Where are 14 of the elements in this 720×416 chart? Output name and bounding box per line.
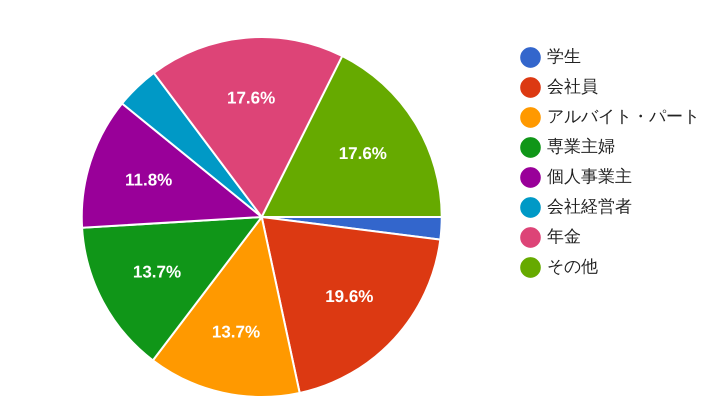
data-label: 13.7% [132, 262, 182, 282]
legend-label: アルバイト・パート [547, 106, 700, 127]
legend-label: その他 [547, 256, 598, 277]
legend-label: 個人事業主 [547, 166, 632, 187]
data-label: 17.6% [227, 88, 276, 108]
legend-label: 学生 [547, 46, 581, 67]
legend-label: 専業主婦 [547, 136, 615, 157]
legend-label: 会社員 [547, 76, 598, 97]
data-label: 19.6% [325, 286, 374, 306]
legend-label: 年金 [547, 226, 581, 247]
data-label: 13.7% [212, 322, 260, 342]
data-label: 17.6% [338, 144, 387, 164]
legend-label: 会社経営者 [547, 196, 632, 217]
data-label: 11.8% [125, 170, 172, 190]
